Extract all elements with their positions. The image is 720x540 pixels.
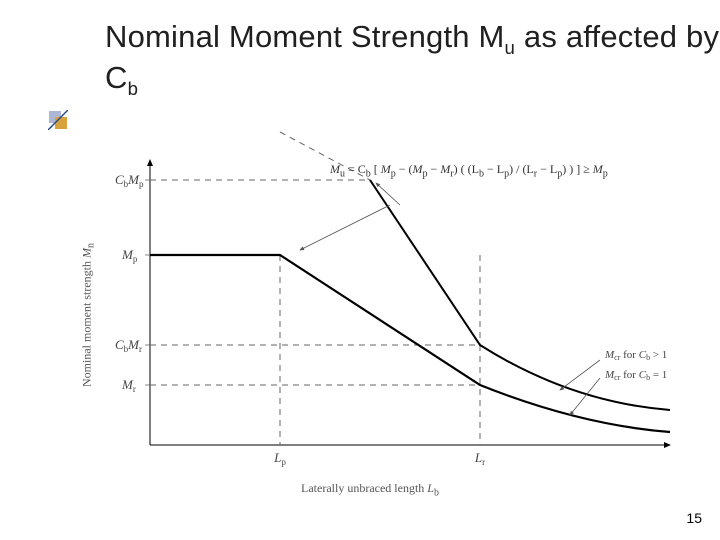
ylabel-mp: Mp [121, 247, 138, 264]
page-number: 15 [686, 510, 702, 526]
bullet-icon [48, 110, 68, 130]
formula: Mu = Cb [ Mp − (Mp − Mr) ( (Lb − Lp) / (… [330, 162, 608, 179]
bullet-inner [55, 117, 67, 129]
xlabel-lp: Lp [273, 450, 286, 467]
curve-cb-eq-1 [150, 255, 670, 432]
chart-area: Nominal moment strength Mn Laterally unb… [60, 150, 680, 480]
slide-title: Nominal Moment Strength Mu as affected b… [105, 18, 720, 101]
chart-svg: CbMp Mp CbMr Mr Lp Lr Mcr for Cb > 1 Mcr… [60, 150, 680, 480]
ylabel-cbmp: CbMp [115, 172, 144, 189]
x-axis-label: Laterally unbraced length Lb [301, 481, 439, 498]
ylabel-mr: Mr [121, 377, 136, 394]
label-cb-gt-1: Mcr for Cb > 1 [604, 349, 667, 362]
y-axis-label: Nominal moment strength Mn [79, 243, 96, 387]
ylabel-cbmr: CbMr [115, 337, 142, 354]
formula-arrow-1 [300, 205, 390, 250]
label-cb-eq-1: Mcr for Cb = 1 [604, 369, 667, 382]
xlabel-lr: Lr [474, 450, 485, 467]
